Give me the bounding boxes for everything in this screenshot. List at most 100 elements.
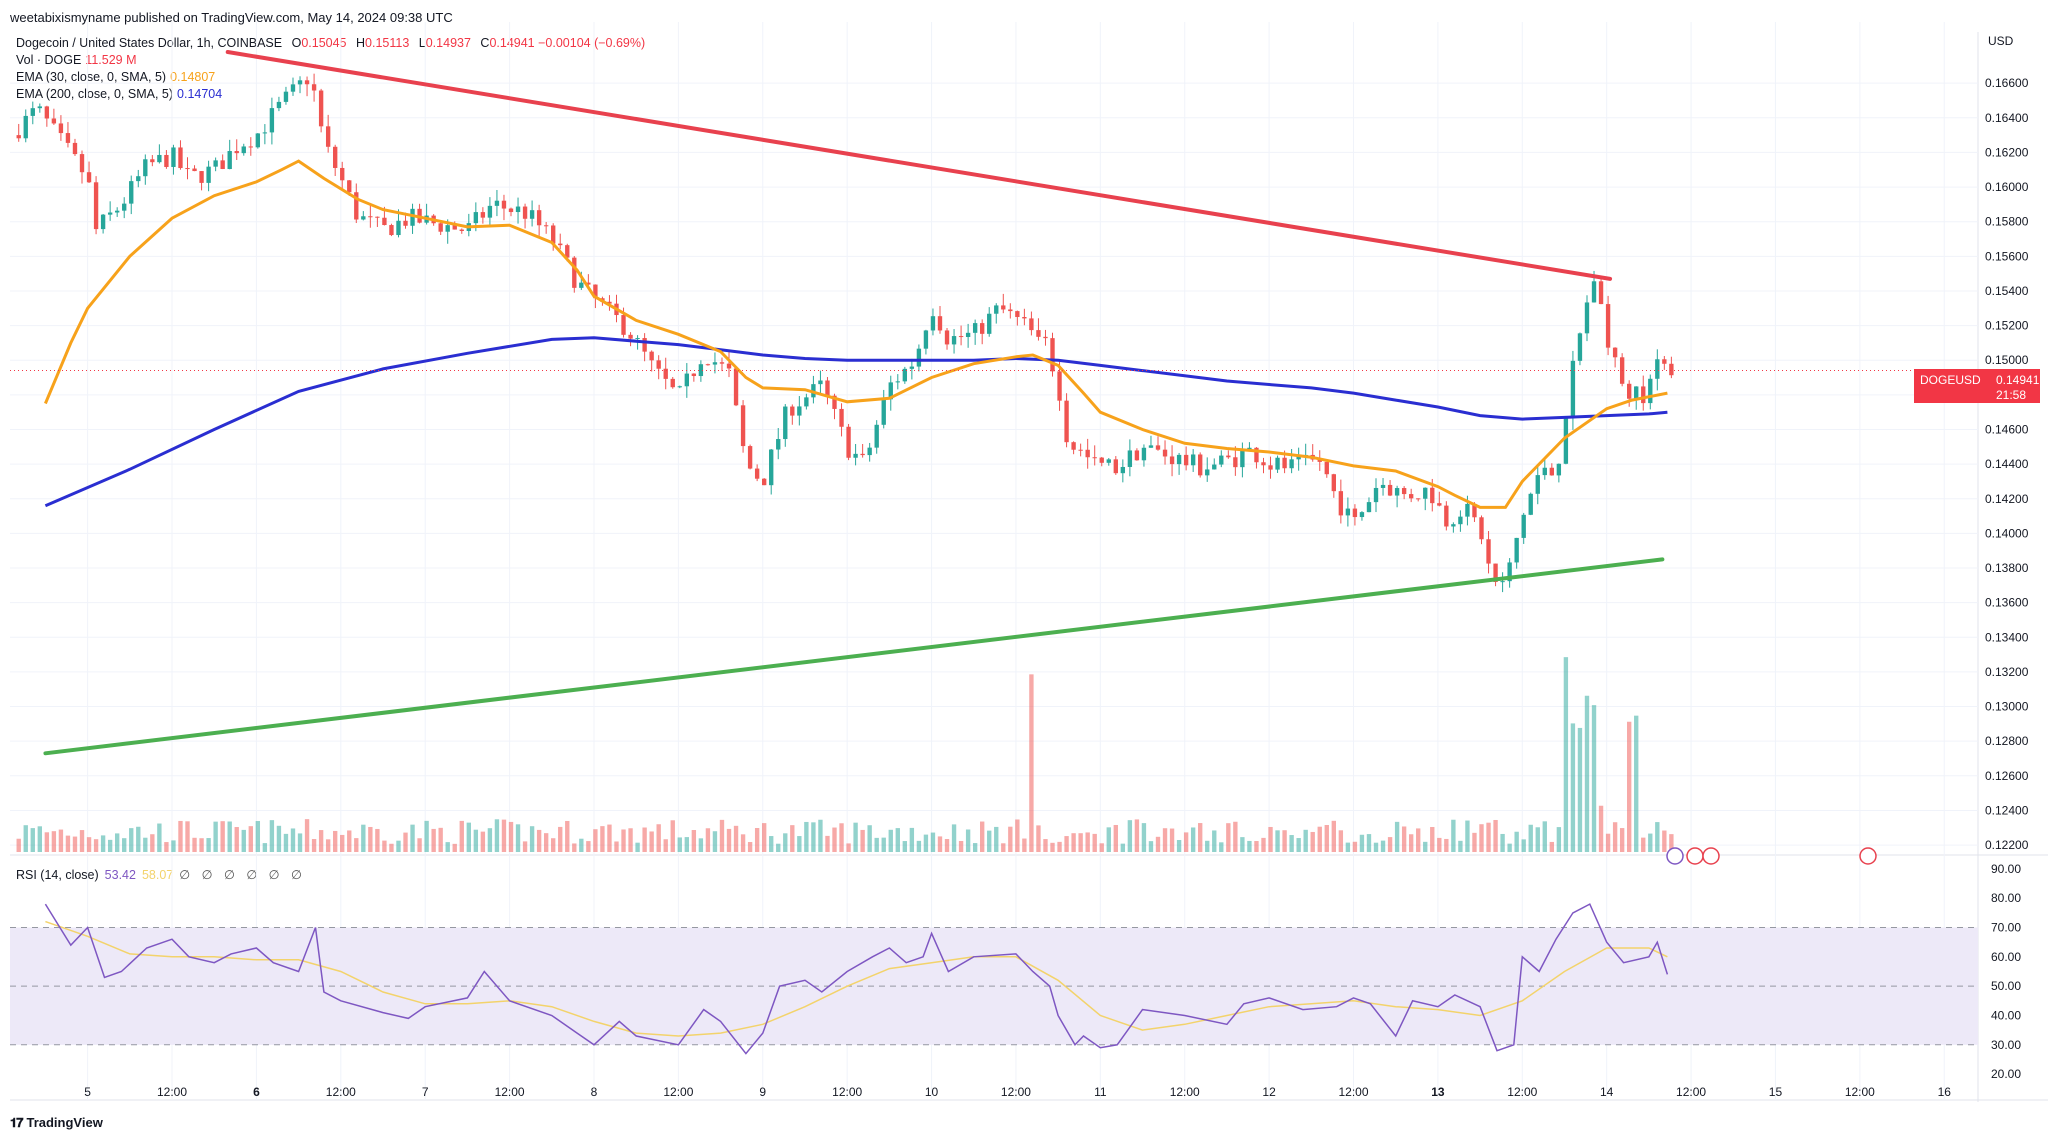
price-tick-label: 0.14200 (1985, 492, 2029, 506)
tradingview-logo[interactable]: 𝟏𝟕 TradingView (10, 1115, 103, 1131)
time-tick-label: 12:00 (663, 1085, 693, 1099)
candle-body (543, 225, 549, 227)
candle-body (283, 91, 289, 102)
volume-bar (122, 838, 127, 852)
volume-bar (522, 841, 528, 852)
volume-bar (178, 820, 183, 852)
candle-body (1451, 524, 1456, 527)
volume-bar (1303, 829, 1308, 852)
candle-body (1669, 363, 1674, 376)
volume-bar (860, 829, 865, 852)
candle-body (213, 160, 218, 167)
candle-body (951, 336, 957, 345)
volume-bar (663, 839, 668, 852)
symbol-title[interactable]: Dogecoin / United States Dollar, 1h, COI… (16, 36, 283, 50)
support-trendline (43, 557, 1665, 756)
candle-body (1444, 505, 1449, 527)
candle-body (1240, 450, 1245, 468)
candle-body (733, 368, 739, 406)
volume-bar (1113, 824, 1118, 852)
volume-bar (431, 828, 436, 852)
volume-bar (515, 824, 521, 852)
volume-bar (1247, 840, 1252, 852)
volume-bar (1169, 828, 1175, 852)
candle-body (684, 373, 689, 387)
volume-bar (1535, 827, 1540, 852)
volume-bar (199, 838, 204, 852)
candle-body (818, 380, 823, 385)
candle-body (558, 243, 563, 246)
volume-bar (944, 839, 950, 852)
candle-body (1261, 462, 1266, 466)
candle-body (628, 334, 633, 339)
volume-bar (1190, 827, 1196, 852)
rsi-tick-label: 20.00 (1991, 1067, 2021, 1081)
candle-body (754, 468, 760, 479)
volume-bar (1141, 823, 1147, 852)
time-tick-label: 8 (591, 1085, 598, 1099)
candle-body (1113, 459, 1118, 474)
legend-volume-row[interactable]: Vol · DOGE 11.529 M (16, 52, 645, 69)
volume-bar (853, 822, 858, 852)
candle-body (769, 449, 774, 486)
volume-bar (1451, 819, 1456, 852)
time-tick-label: 12 (1262, 1085, 1276, 1099)
resistance-trendline (225, 50, 1613, 281)
volume-bar (1226, 823, 1231, 852)
price-tick-label: 0.12400 (1985, 803, 2029, 817)
time-tick-label: 5 (84, 1085, 91, 1099)
volume-bar (1521, 839, 1526, 852)
volume-bar (1289, 835, 1294, 852)
candle-body (1458, 516, 1463, 525)
legend-ema200-row[interactable]: EMA (200, close, 0, SMA, 5) 0.14704 (16, 86, 645, 103)
candle-body (269, 108, 275, 133)
volume-bar (1605, 833, 1611, 852)
candle-body (1233, 457, 1238, 468)
volume-bar (361, 824, 366, 852)
candle-body (1577, 333, 1583, 361)
candle-body (1268, 465, 1273, 470)
volume-bar (1458, 840, 1463, 852)
volume-bar (403, 832, 408, 852)
candle-body (459, 229, 464, 231)
volume-bar (508, 821, 514, 852)
candle-body (565, 245, 570, 258)
candle-body (1612, 347, 1618, 358)
volume-bar (1387, 837, 1393, 852)
candle-body (1472, 503, 1477, 518)
candle-body (529, 210, 535, 219)
candle-body (944, 330, 950, 345)
volume-bar (1373, 842, 1379, 852)
last-price-tag[interactable]: DOGEUSD 0.14941 21:58 (1914, 369, 2040, 403)
volume-bar (1219, 842, 1224, 852)
currency-label[interactable]: USD (1988, 34, 2014, 48)
volume-bar (37, 826, 42, 852)
legend-title-row: Dogecoin / United States Dollar, 1h, COI… (16, 35, 645, 52)
legend-ema30-row[interactable]: EMA (30, close, 0, SMA, 5) 0.14807 (16, 69, 645, 86)
volume-bar (1345, 842, 1351, 852)
volume-bar (438, 827, 443, 852)
rsi-legend[interactable]: RSI (14, close) 53.42 58.07 ∅ ∅ ∅ ∅ ∅ ∅ (16, 867, 306, 882)
volume-bar (93, 839, 99, 852)
candle-body (65, 133, 71, 143)
price-tick-label: 0.13400 (1985, 630, 2029, 644)
candle-body (150, 159, 155, 163)
candle-body (593, 284, 598, 299)
volume-bar (614, 841, 619, 852)
candle-body (1092, 457, 1097, 459)
ema30-line (44, 159, 1668, 509)
volume-bar (797, 836, 802, 852)
volume-bar (902, 841, 908, 852)
candle-body (1275, 457, 1280, 470)
candle-body (276, 101, 282, 109)
candle-body (1036, 330, 1041, 337)
candle-body (1148, 445, 1154, 448)
volume-bar (754, 828, 760, 852)
candle-body (107, 212, 113, 215)
volume-bar (1078, 833, 1083, 852)
volume-bar (1627, 721, 1632, 852)
candle-body (396, 220, 401, 236)
volume-bar (234, 827, 239, 852)
volume-label: Vol · DOGE (16, 53, 82, 67)
